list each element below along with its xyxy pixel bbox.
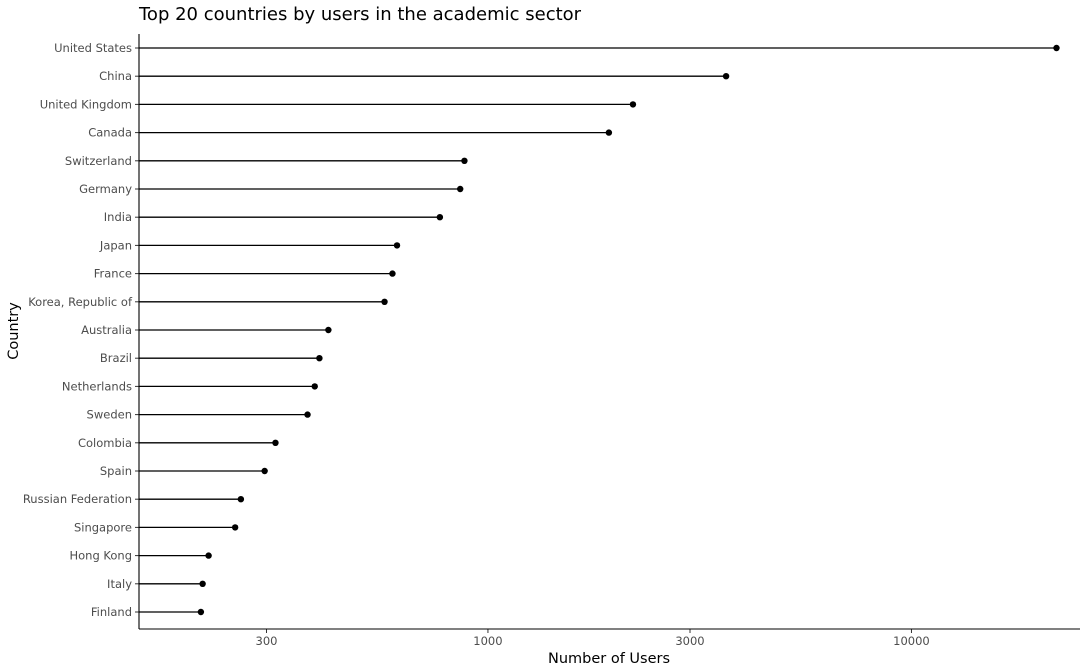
- point-singapore: [231, 524, 239, 531]
- y-tick-label: United Kingdom: [40, 97, 132, 111]
- point-italy: [199, 580, 206, 587]
- y-tick-label: Korea, Republic of: [28, 295, 133, 309]
- y-tick-label: Singapore: [74, 520, 132, 534]
- y-tick-label: Brazil: [100, 351, 132, 365]
- y-tick-label: Spain: [100, 464, 132, 478]
- x-tick-label: 300: [256, 634, 278, 648]
- point-france: [389, 270, 396, 277]
- x-tick-label: 10000: [893, 634, 930, 648]
- x-tick-label: 1000: [473, 634, 502, 648]
- y-tick-label: Germany: [79, 182, 132, 196]
- point-spain: [261, 467, 268, 475]
- y-tick-label: Colombia: [78, 436, 132, 450]
- y-tick-label: Switzerland: [65, 154, 132, 168]
- point-japan: [393, 242, 401, 249]
- y-tick-label: France: [94, 267, 132, 281]
- y-tick-label: Hong Kong: [69, 549, 132, 563]
- y-tick-label: Russian Federation: [23, 492, 132, 506]
- point-china: [722, 73, 730, 80]
- point-finland: [197, 608, 205, 616]
- point-hong-kong: [205, 552, 212, 559]
- points-layer: [197, 44, 1060, 616]
- y-tick-label: India: [104, 210, 132, 224]
- x-axis-title: Number of Users: [548, 651, 670, 667]
- point-sweden: [304, 411, 311, 418]
- point-switzerland: [461, 157, 468, 164]
- point-australia: [325, 326, 332, 334]
- point-brazil: [316, 355, 323, 362]
- y-tick-label: China: [99, 69, 132, 83]
- y-tick-label: Canada: [88, 126, 132, 140]
- y-tick-label: Netherlands: [62, 379, 132, 393]
- x-tick-label: 3000: [675, 634, 704, 648]
- point-colombia: [272, 439, 279, 446]
- point-canada: [605, 129, 613, 136]
- y-tick-label: United States: [54, 41, 132, 55]
- point-united-kingdom: [629, 101, 637, 108]
- point-korea-republic-of: [381, 298, 388, 305]
- chart-title: Top 20 countries by users in the academi…: [138, 4, 582, 25]
- y-axis-ticks: United States China United Kingdom Canada Sw…: [23, 41, 139, 619]
- x-axis-ticks: 300 1000 3000 10000: [256, 629, 930, 648]
- point-india: [436, 214, 444, 221]
- y-axis-title: Country: [6, 302, 22, 360]
- y-tick-label: Japan: [99, 238, 132, 252]
- y-tick-label: Italy: [107, 577, 132, 591]
- y-tick-label: Australia: [81, 323, 132, 337]
- y-tick-label: Finland: [91, 605, 132, 619]
- point-netherlands: [311, 383, 318, 390]
- point-russian-federation: [237, 496, 245, 503]
- point-germany: [457, 185, 464, 193]
- point-united-states: [1053, 44, 1060, 52]
- y-tick-label: Sweden: [87, 408, 132, 422]
- stems-layer: [139, 47, 1057, 613]
